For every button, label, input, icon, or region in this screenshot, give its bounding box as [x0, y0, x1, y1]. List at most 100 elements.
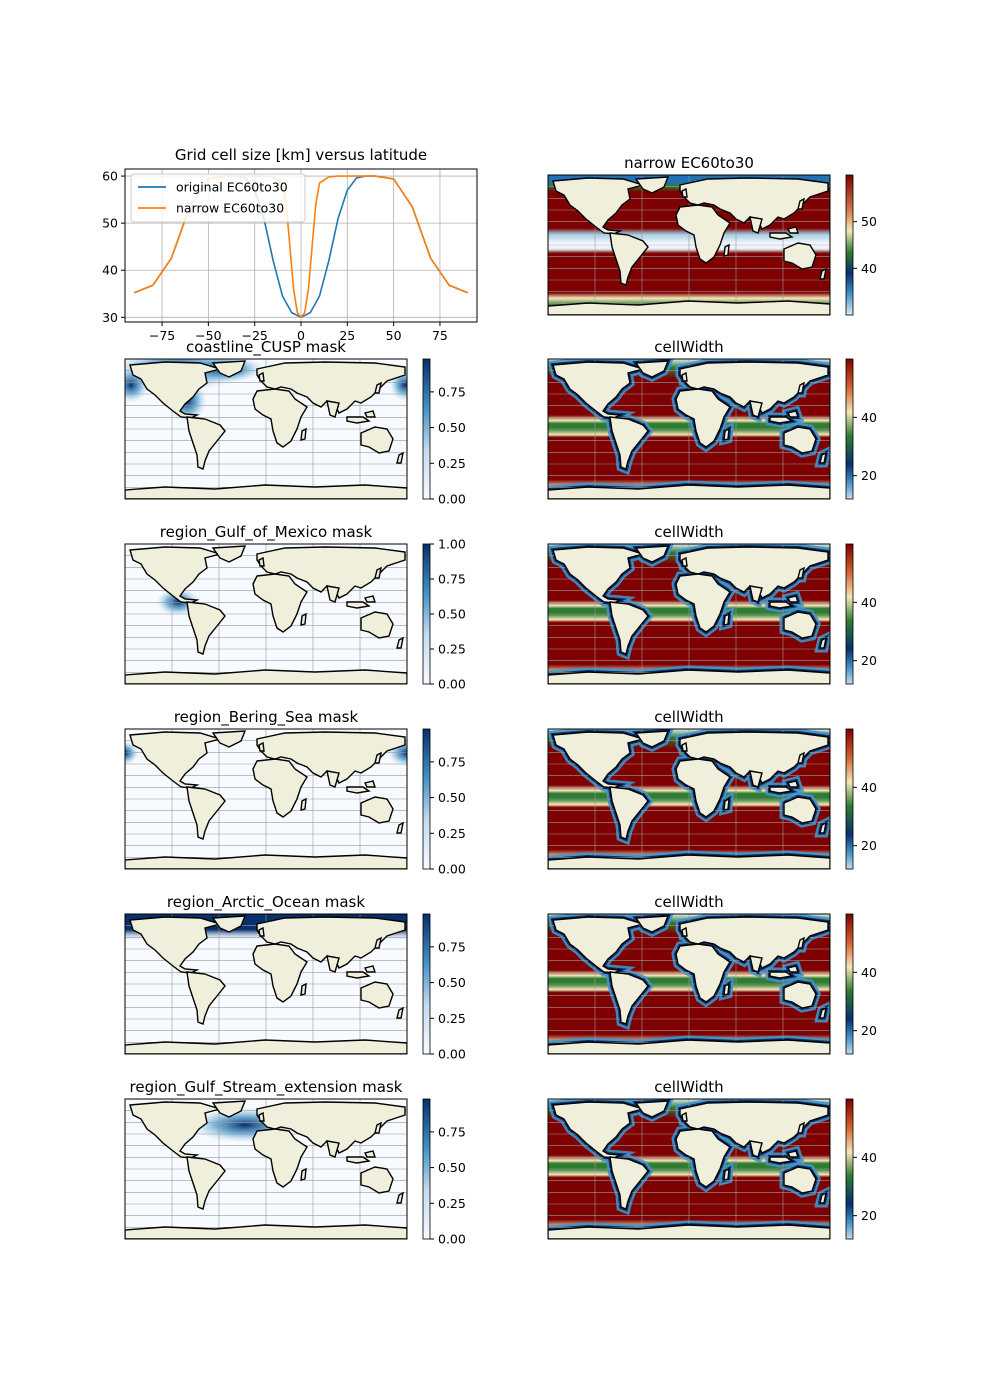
colorbar: 0.00 0.25 0.50 0.75: [422, 913, 466, 1062]
colorbar-tick-label: 20: [861, 468, 877, 483]
colorbar-tick-label: 40: [861, 780, 877, 795]
map-panel-cw1: cellWidth: [547, 338, 831, 500]
map-title: coastline_CUSP mask: [186, 338, 346, 357]
legend-box: [130, 173, 306, 223]
colorbar-gradient: [422, 358, 431, 500]
colorbar-tick-label: 0.50: [438, 607, 466, 622]
map-panels: narrow EC60to30 40 50 coastline_CUSP mask 0.…: [124, 154, 877, 1247]
colorbar-tick-label: 0.00: [438, 492, 466, 507]
colorbar: 0.00 0.25 0.50 0.75 1.00: [422, 537, 466, 692]
map-field: [548, 1099, 830, 1239]
x-tick-label: −75: [149, 328, 175, 343]
colorbar-tick-label: 20: [861, 1023, 877, 1038]
legend: original EC60to30 narrow EC60to30: [130, 173, 306, 223]
colorbar-gradient: [422, 1098, 431, 1240]
colorbar-tick-label: 40: [861, 261, 877, 276]
x-tick-label: 50: [386, 328, 402, 343]
map-field: [125, 1099, 407, 1239]
legend-label: original EC60to30: [176, 180, 288, 195]
map-frame: [547, 358, 831, 500]
colorbar-tick-label: 0.00: [438, 677, 466, 692]
map-panel-cw2: cellWidth: [547, 523, 831, 685]
colorbar-gradient: [422, 728, 431, 870]
map-frame: [124, 1098, 408, 1240]
colorbar: 0.00 0.25 0.50 0.75: [422, 1098, 466, 1247]
map-frame: [124, 543, 408, 685]
map-title: region_Bering_Sea mask: [174, 708, 359, 727]
colorbar-tick-label: 0.00: [438, 1232, 466, 1247]
colorbar-tick-label: 0.75: [438, 1124, 466, 1139]
colorbar-tick-label: 0.75: [438, 572, 466, 587]
x-tick-label: −50: [195, 328, 221, 343]
colorbar-tick-label: 1.00: [438, 537, 466, 552]
map-title: region_Gulf_Stream_extension mask: [130, 1078, 403, 1097]
map-frame: [547, 913, 831, 1055]
map-title: cellWidth: [654, 523, 723, 541]
colorbar-gradient: [422, 543, 431, 685]
map-frame: [547, 543, 831, 685]
x-tick-label: 25: [339, 328, 355, 343]
map-field: [548, 544, 830, 684]
colorbar-tick-label: 0.25: [438, 1011, 466, 1026]
colorbar-tick-label: 20: [861, 653, 877, 668]
map-panel-cw3: cellWidth: [547, 708, 831, 870]
map-frame: [547, 1098, 831, 1240]
map-field: [548, 359, 830, 499]
map-title: region_Gulf_of_Mexico mask: [160, 523, 373, 542]
x-tick-label: −25: [241, 328, 267, 343]
y-tick-label: 60: [102, 169, 118, 184]
map-field: [125, 729, 407, 869]
colorbar-gradient: [845, 1098, 854, 1240]
colorbar-tick-label: 0.75: [438, 384, 466, 399]
map-title: narrow EC60to30: [624, 154, 754, 172]
colorbar-tick-label: 20: [861, 838, 877, 853]
colorbar-gradient: [422, 913, 431, 1055]
colorbar-tick-label: 0.50: [438, 1160, 466, 1175]
colorbar-tick-label: 0.25: [438, 456, 466, 471]
legend-label: narrow EC60to30: [176, 201, 284, 216]
colorbar-tick-label: 0.00: [438, 862, 466, 877]
map-field: [548, 914, 830, 1054]
map-panel-cw4: cellWidth: [547, 893, 831, 1055]
map-panel-bering_mask: region_Bering_Sea mask: [124, 708, 408, 870]
colorbar-gradient: [845, 358, 854, 500]
map-field: [125, 544, 407, 684]
map-field: [125, 359, 407, 499]
y-tick-label: 40: [102, 263, 118, 278]
colorbar-tick-label: 40: [861, 410, 877, 425]
map-panel-cw5: cellWidth: [547, 1078, 831, 1240]
y-tick-label: 50: [102, 216, 118, 231]
colorbar-gradient: [845, 543, 854, 685]
map-frame: [547, 728, 831, 870]
line-chart-panel: Grid cell size [km] versus latitude −75 −…: [102, 146, 478, 343]
x-tick-label: 0: [297, 328, 305, 343]
map-frame: [124, 728, 408, 870]
colorbar-tick-label: 40: [861, 965, 877, 980]
map-frame: [547, 174, 831, 316]
colorbar-tick-label: 0.50: [438, 975, 466, 990]
map-title: cellWidth: [654, 338, 723, 356]
y-tick-label: 30: [102, 310, 118, 325]
map-frame: [124, 358, 408, 500]
map-title: cellWidth: [654, 893, 723, 911]
colorbar-tick-label: 0.50: [438, 790, 466, 805]
colorbar-tick-label: 0.25: [438, 826, 466, 841]
colorbar-tick-label: 0.75: [438, 939, 466, 954]
colorbar: 40 50: [845, 174, 877, 316]
colorbar-tick-label: 0.75: [438, 754, 466, 769]
line-chart-title: Grid cell size [km] versus latitude: [175, 146, 427, 164]
colorbar-gradient: [845, 728, 854, 870]
colorbar-tick-label: 40: [861, 1150, 877, 1165]
map-field: [125, 914, 407, 1054]
colorbar: 0.00 0.25 0.50 0.75: [422, 358, 466, 507]
colorbar-tick-label: 50: [861, 214, 877, 229]
colorbar-gradient: [845, 174, 854, 316]
map-panel-arctic_mask: region_Arctic_Ocean mask: [124, 893, 408, 1055]
x-axis-ticks: −75 −50 −25 0 25 50 75: [149, 322, 448, 343]
